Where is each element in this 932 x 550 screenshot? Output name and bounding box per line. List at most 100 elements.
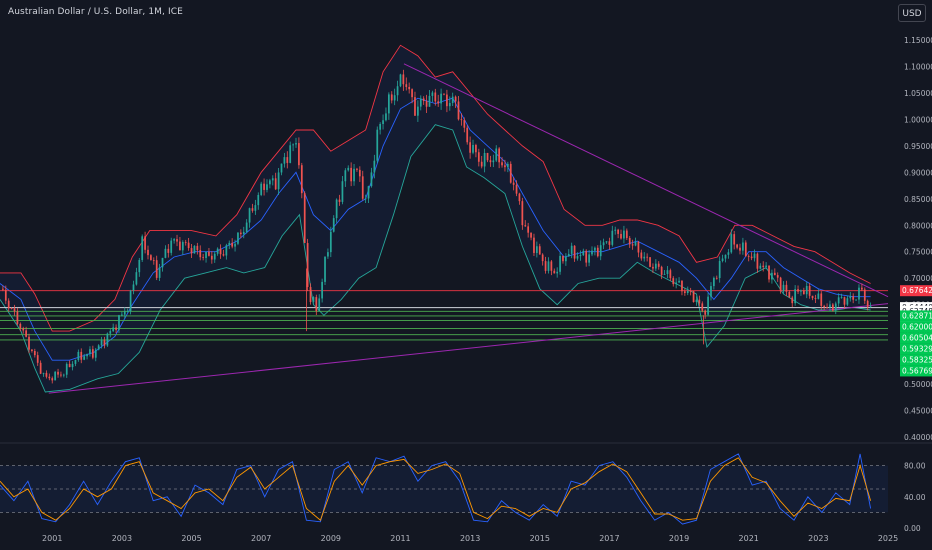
candle-body <box>681 280 683 292</box>
candle-body <box>527 226 530 233</box>
candle-body <box>303 193 306 244</box>
candle-body <box>730 234 733 253</box>
candle-body <box>51 378 54 381</box>
trendline[interactable] <box>403 63 889 298</box>
price-label[interactable]: 0.58325 <box>900 354 932 366</box>
candle-body <box>187 242 190 249</box>
candle-body <box>350 167 353 182</box>
candle-body <box>7 300 10 309</box>
candle-body <box>440 93 442 104</box>
candle-body <box>295 143 297 145</box>
candle-body <box>155 260 158 278</box>
candle-body <box>486 152 489 161</box>
candle-body <box>213 253 216 260</box>
candle-body <box>393 95 396 101</box>
candle-body <box>698 299 701 304</box>
candle-body <box>625 230 628 238</box>
price-label-bg <box>900 354 932 366</box>
candle-body <box>489 160 492 163</box>
time-axis[interactable]: 2001 2003 2005 2007 2009 2011 2013 2015 2017 2019… <box>42 534 898 543</box>
price-label-bg <box>900 332 932 344</box>
trendline[interactable] <box>48 303 889 394</box>
candle-body <box>123 311 126 315</box>
chart-title: Australian Dollar / U.S. Dollar, 1M, ICE <box>8 7 183 17</box>
x-tick-label: 2013 <box>460 534 480 543</box>
price-label[interactable]: 0.62000 <box>900 321 932 333</box>
candle-body <box>475 144 477 153</box>
candle-body <box>768 265 770 280</box>
y-tick-label: 1.00000 <box>904 115 932 124</box>
candle-body <box>538 246 541 255</box>
candle-body <box>773 272 776 276</box>
candle-body <box>762 265 765 267</box>
candle-body <box>550 261 553 271</box>
price-label[interactable]: 0.59329 <box>900 343 932 355</box>
candle-body <box>669 270 672 279</box>
price-label[interactable]: 0.62871 <box>900 310 932 322</box>
candle-body <box>585 250 588 263</box>
candle-body <box>634 241 637 246</box>
candle-body <box>509 163 512 183</box>
candle-body <box>855 299 857 301</box>
candle-body <box>451 96 454 103</box>
candle-body <box>190 248 193 254</box>
price-label[interactable]: 0.67642 <box>900 285 932 297</box>
candle-body <box>199 250 202 258</box>
candle-body <box>65 363 68 375</box>
candle-body <box>184 242 187 243</box>
candle-body <box>826 307 828 308</box>
candle-body <box>596 247 599 257</box>
price-label-text: 0.59329 <box>902 344 932 353</box>
candle-body <box>727 252 730 255</box>
candle-body <box>13 308 16 312</box>
candle-body <box>460 119 463 121</box>
lower-band-line <box>0 124 871 393</box>
candle-body <box>504 165 506 168</box>
price-label-text: 0.58325 <box>902 355 932 364</box>
candle-body <box>559 255 561 272</box>
candle-body <box>744 242 747 257</box>
candle-body <box>86 354 88 357</box>
candle-body <box>849 296 852 299</box>
price-label[interactable]: 0.60504 <box>900 332 932 344</box>
candle-body <box>640 252 643 259</box>
x-tick-label: 2017 <box>599 534 619 543</box>
candle-body <box>97 345 100 350</box>
candle-body <box>858 287 860 300</box>
x-tick-label: 2003 <box>112 534 132 543</box>
candle-body <box>425 101 428 107</box>
price-axis[interactable]: 1.15000 1.10000 1.05000 1.00000 0.95000 0.900… <box>900 36 932 442</box>
candle-body <box>385 113 387 121</box>
price-pane[interactable] <box>0 44 889 394</box>
stochastic-pane[interactable]: 80.00 40.00 0.00 <box>0 453 926 533</box>
candle-body <box>260 183 263 195</box>
candle-body <box>675 282 678 285</box>
candle-body <box>646 256 649 258</box>
candle-body <box>448 102 451 107</box>
candle-body <box>623 230 625 239</box>
currency-button[interactable]: USD <box>898 4 926 22</box>
candle-body <box>54 371 57 381</box>
candle-body <box>428 95 431 107</box>
y-tick-label: 0.45000 <box>904 407 932 416</box>
candle-body <box>544 261 547 271</box>
candle-body <box>202 257 205 259</box>
candle-body <box>408 86 411 90</box>
candle-body <box>631 244 634 246</box>
candle-body <box>164 248 167 258</box>
candle-body <box>361 176 364 199</box>
candle-body <box>747 256 750 257</box>
candle-body <box>402 74 405 85</box>
candle-body <box>518 193 521 202</box>
candle-body <box>225 245 228 256</box>
y-tick-label: 1.10000 <box>904 62 932 71</box>
candle-body <box>396 86 399 96</box>
candle-body <box>321 281 323 299</box>
x-tick-label: 2021 <box>739 534 759 543</box>
candle-body <box>614 229 617 231</box>
price-label[interactable]: 0.56769 <box>900 365 932 377</box>
candle-body <box>530 232 532 238</box>
candle-body <box>277 172 280 190</box>
stoch-tick-label: 0.00 <box>904 524 921 533</box>
